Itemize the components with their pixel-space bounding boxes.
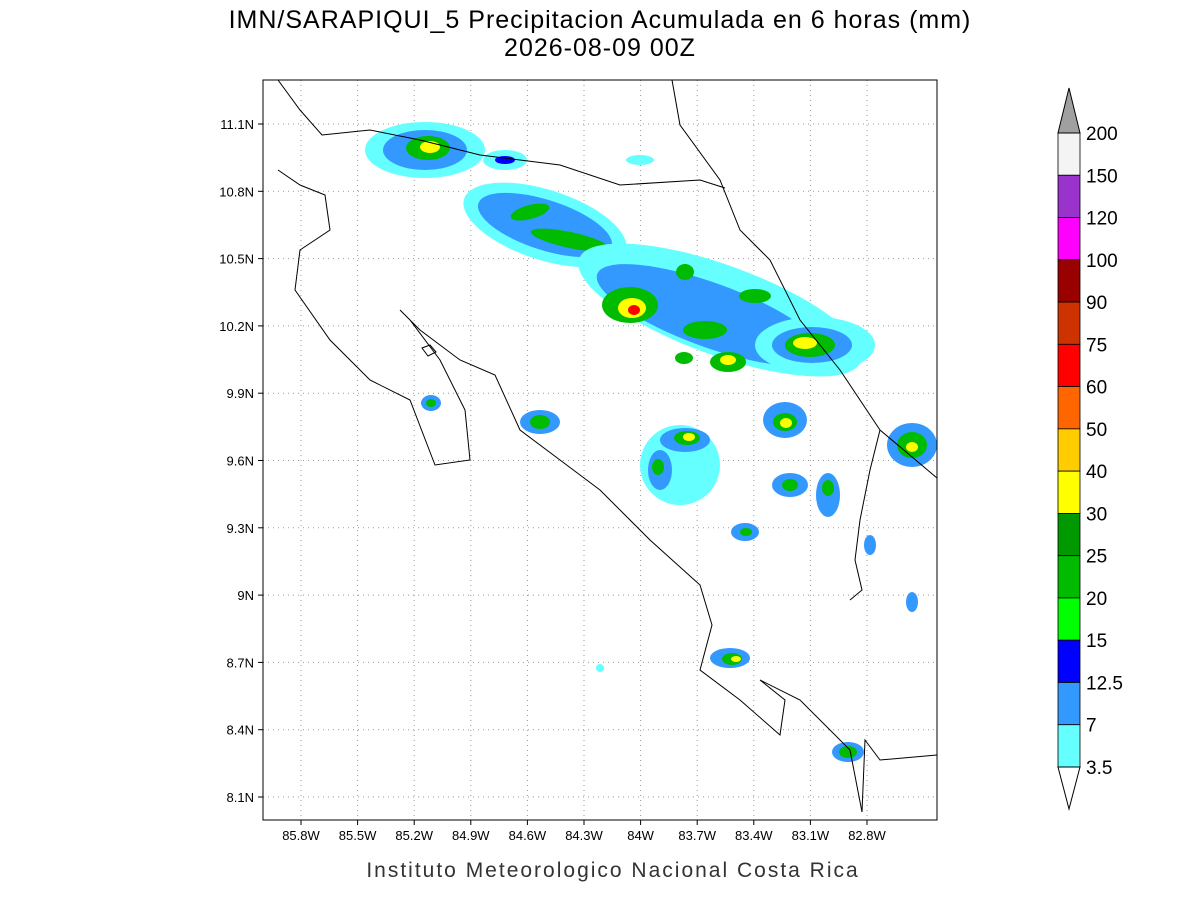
colorbar-swatch — [1057, 343, 1081, 388]
lon-tick-label: 85.8W — [282, 828, 320, 843]
title: IMN/SARAPIQUI_5 Precipitacion Acumulada … — [229, 6, 972, 34]
lat-tick-label: 10.2N — [219, 319, 254, 334]
lon-tick-label: 84.6W — [509, 828, 547, 843]
colorbar-swatch — [1057, 428, 1081, 472]
colorbar-label: 75 — [1086, 335, 1107, 356]
colorbar-swatch — [1057, 259, 1081, 303]
lon-tick-label: 85.5W — [339, 828, 377, 843]
colorbar-label: 15 — [1086, 631, 1107, 652]
colorbar-label: 50 — [1086, 420, 1107, 441]
lat-tick-label: 8.4N — [227, 723, 254, 738]
lat-tick-label: 10.5N — [219, 252, 254, 267]
colorbar-swatch — [1057, 301, 1081, 345]
colorbar-label: 12.5 — [1086, 673, 1123, 694]
map — [258, 79, 938, 825]
lat-tick-label: 8.1N — [227, 790, 254, 805]
colorbar-swatch — [1057, 555, 1081, 599]
lat-tick-label: 9N — [237, 588, 254, 603]
colorbar: 200 150 120 100 90 75 60 50 40 30 25 20 15 12.5 7 3.5 — [1057, 87, 1123, 811]
colorbar-swatch — [1057, 217, 1081, 261]
lon-tick-label: 84W — [627, 828, 654, 843]
coastline — [277, 79, 938, 813]
colorbar-over — [1057, 87, 1081, 134]
lon-tick-label: 84.9W — [452, 828, 490, 843]
lat-tick-label: 10.8N — [219, 184, 254, 199]
colorbar-label: 100 — [1086, 251, 1118, 272]
colorbar-swatch — [1057, 597, 1081, 641]
lon-tick-label: 82.8W — [848, 828, 886, 843]
map-frame — [262, 79, 938, 821]
colorbar-swatch — [1057, 132, 1081, 176]
grid — [258, 80, 937, 825]
lon-tick-label: 83.7W — [678, 828, 716, 843]
colorbar-label: 3.5 — [1086, 758, 1112, 779]
colorbar-swatch — [1057, 513, 1081, 557]
lat-tick-label: 9.6N — [227, 454, 254, 469]
colorbar-label: 25 — [1086, 547, 1107, 568]
colorbar-label: 40 — [1086, 462, 1107, 483]
lat-tick-label: 9.3N — [227, 521, 254, 536]
colorbar-label: 120 — [1086, 209, 1118, 230]
colorbar-swatch — [1057, 470, 1081, 514]
colorbar-label: 7 — [1086, 716, 1097, 737]
colorbar-swatch — [1057, 639, 1081, 683]
colorbar-label: 90 — [1086, 293, 1107, 314]
lon-tick-label: 83.1W — [792, 828, 830, 843]
colorbar-label: 60 — [1086, 378, 1107, 399]
colorbar-swatch — [1057, 724, 1081, 768]
lon-tick-label: 85.2W — [395, 828, 433, 843]
lon-tick-label: 84.3W — [565, 828, 603, 843]
colorbar-swatch — [1057, 386, 1081, 430]
subtitle: 2026-08-09 00Z — [504, 34, 696, 62]
colorbar-swatch — [1057, 682, 1081, 726]
lat-tick-label: 8.7N — [227, 655, 254, 670]
colorbar-label: 150 — [1086, 166, 1118, 187]
footer: Instituto Meteorologico Nacional Costa R… — [366, 859, 859, 882]
colorbar-label: 30 — [1086, 504, 1107, 525]
colorbar-label: 20 — [1086, 589, 1107, 610]
precip — [365, 122, 937, 762]
colorbar-swatch — [1057, 174, 1081, 218]
colorbar-under — [1057, 766, 1081, 811]
lat-tick-label: 9.9N — [227, 386, 254, 401]
lat-tick-label: 11.1N — [220, 117, 254, 132]
colorbar-label: 200 — [1086, 124, 1118, 145]
lon-tick-label: 83.4W — [735, 828, 773, 843]
